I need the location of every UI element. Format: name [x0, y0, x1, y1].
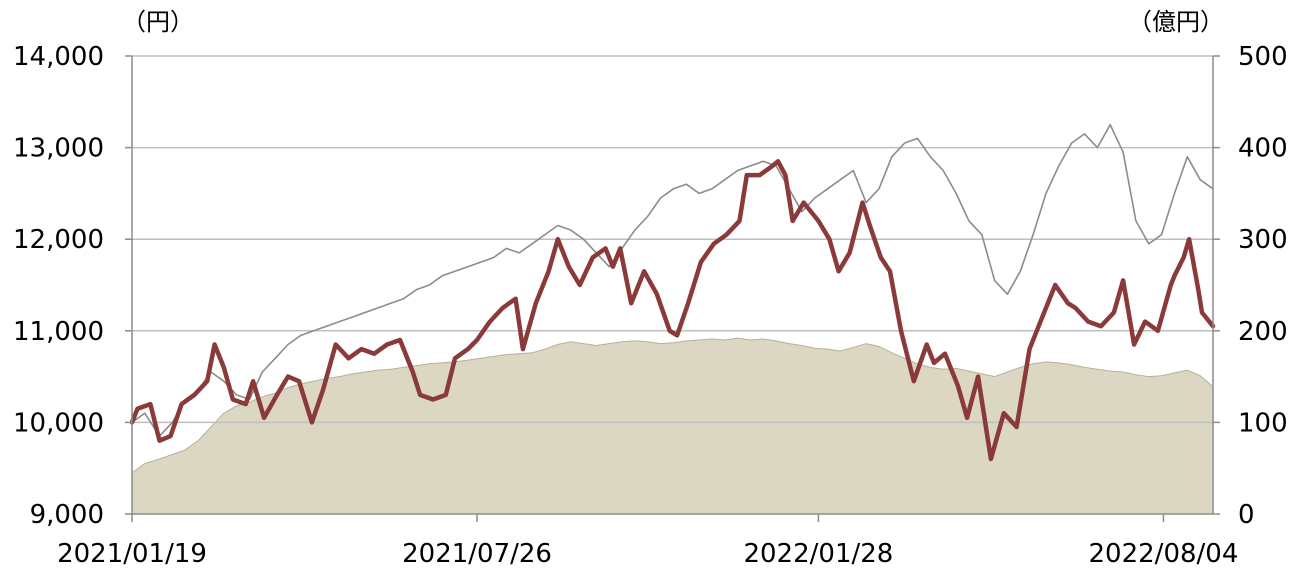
- y-tick-label-right: 200: [1238, 317, 1288, 347]
- y-tick-label-left: 10,000: [13, 408, 104, 438]
- right-axis-unit: （億円）: [1128, 8, 1224, 36]
- net-assets-area: [132, 338, 1213, 514]
- net-assets-edge: [131, 337, 1214, 474]
- net-assets-area-layer: [131, 337, 1214, 514]
- y-tick-label-left: 9,000: [30, 500, 104, 530]
- tick-labels: （円） （億円） 9,000 10,000 11,000 12,000 13,000 14…: [13, 8, 1288, 569]
- axes: [125, 55, 1220, 522]
- y-tick-label-left: 11,000: [13, 317, 104, 347]
- y-tick-label-right: 500: [1238, 42, 1288, 72]
- y-tick-label-right: 100: [1238, 408, 1288, 438]
- y-tick-label-left: 12,000: [13, 225, 104, 255]
- x-tick-label: 2021/07/26: [402, 539, 552, 569]
- x-tick-label: 2022/08/04: [1089, 539, 1239, 569]
- y-tick-label-right: 300: [1238, 225, 1288, 255]
- price-lines-layer: [129, 123, 1216, 462]
- x-tick-label: 2022/01/28: [743, 539, 893, 569]
- reference-index-line: [131, 123, 1214, 437]
- x-tick-label: 2021/01/19: [57, 539, 207, 569]
- y-tick-label-left: 14,000: [13, 42, 104, 72]
- y-tick-label-right: 0: [1238, 500, 1255, 530]
- left-axis-unit: （円）: [122, 8, 194, 36]
- y-tick-label-right: 400: [1238, 134, 1288, 164]
- y-tick-label-left: 13,000: [13, 134, 104, 164]
- nav-line: [129, 159, 1216, 462]
